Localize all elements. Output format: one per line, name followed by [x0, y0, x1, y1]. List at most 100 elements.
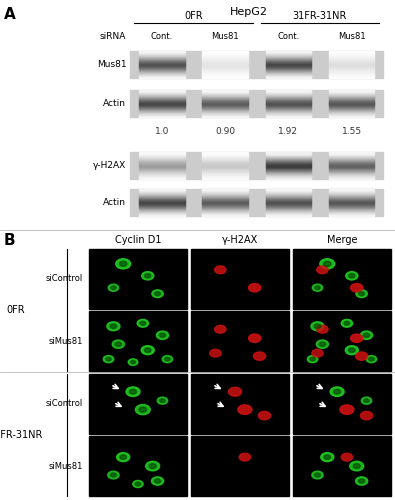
Bar [265, 176, 311, 178]
Bar [202, 57, 248, 58]
Circle shape [341, 453, 353, 461]
Bar [139, 114, 185, 116]
Text: siRNA: siRNA [100, 32, 126, 42]
Bar [202, 173, 248, 174]
Bar [329, 55, 374, 56]
Bar [89, 436, 187, 496]
Bar [202, 154, 248, 156]
Text: Cont.: Cont. [151, 32, 173, 42]
Bar [329, 164, 374, 166]
Bar [139, 55, 185, 56]
Bar [139, 110, 185, 111]
Circle shape [214, 326, 226, 333]
Bar [202, 70, 248, 71]
Circle shape [315, 473, 320, 477]
Bar [265, 178, 311, 180]
Bar [202, 110, 248, 111]
Bar [139, 116, 185, 117]
Text: 0FR: 0FR [184, 10, 203, 20]
Bar [265, 59, 311, 60]
Bar [329, 66, 374, 67]
Circle shape [356, 290, 367, 298]
Bar [265, 58, 311, 59]
Bar [265, 212, 311, 214]
Bar [265, 108, 311, 109]
Bar [265, 166, 311, 168]
Bar [139, 97, 185, 98]
Bar [265, 55, 311, 56]
Bar [329, 57, 374, 58]
Circle shape [317, 326, 328, 333]
Bar [329, 161, 374, 162]
Bar [139, 72, 185, 74]
Circle shape [311, 322, 324, 331]
Circle shape [366, 356, 377, 362]
Bar [329, 198, 374, 200]
Circle shape [359, 292, 365, 296]
Bar [89, 374, 187, 434]
Circle shape [120, 262, 127, 266]
Bar [329, 95, 374, 96]
Bar [130, 90, 383, 118]
Text: 1.92: 1.92 [278, 126, 298, 136]
Bar [202, 202, 248, 203]
Text: Mus81: Mus81 [338, 32, 365, 42]
Bar [265, 175, 311, 176]
Bar [202, 178, 248, 180]
Bar [329, 154, 374, 156]
Bar [329, 166, 374, 168]
Circle shape [111, 286, 116, 290]
Circle shape [210, 350, 221, 357]
Bar [202, 94, 248, 95]
Bar [139, 163, 185, 164]
Bar [139, 197, 185, 198]
Circle shape [140, 322, 146, 325]
Bar [265, 114, 311, 116]
Bar [265, 92, 311, 94]
Bar [202, 56, 248, 57]
Bar [329, 205, 374, 206]
Bar [265, 95, 311, 96]
Bar [202, 176, 248, 178]
Bar [329, 170, 374, 171]
Bar [265, 112, 311, 114]
Bar [265, 160, 311, 161]
Bar [329, 60, 374, 62]
Bar [202, 60, 248, 62]
Text: γ-H2AX: γ-H2AX [222, 235, 258, 245]
Bar [265, 168, 311, 170]
Bar [329, 72, 374, 74]
Bar [139, 172, 185, 173]
Bar [202, 212, 248, 214]
Bar [265, 100, 311, 102]
Circle shape [155, 292, 160, 296]
Circle shape [369, 358, 374, 361]
Bar [329, 71, 374, 72]
Circle shape [117, 452, 130, 462]
Circle shape [160, 399, 165, 402]
Bar [191, 436, 289, 496]
Bar [265, 52, 311, 54]
Bar [139, 98, 185, 99]
Bar [202, 97, 248, 98]
Bar [265, 69, 311, 70]
Circle shape [316, 340, 329, 348]
Bar [265, 207, 311, 208]
Bar [329, 69, 374, 70]
Bar [202, 160, 248, 161]
Bar [293, 249, 391, 308]
Circle shape [307, 356, 318, 362]
Bar [202, 162, 248, 163]
Text: 1.0: 1.0 [155, 126, 169, 136]
Bar [202, 195, 248, 196]
Bar [329, 200, 374, 202]
Circle shape [324, 455, 331, 460]
Circle shape [345, 346, 358, 354]
Circle shape [248, 284, 261, 292]
Bar [139, 166, 185, 168]
Circle shape [145, 348, 151, 352]
Bar [329, 109, 374, 110]
Circle shape [341, 320, 353, 327]
Bar [139, 162, 185, 163]
Bar [329, 192, 374, 193]
